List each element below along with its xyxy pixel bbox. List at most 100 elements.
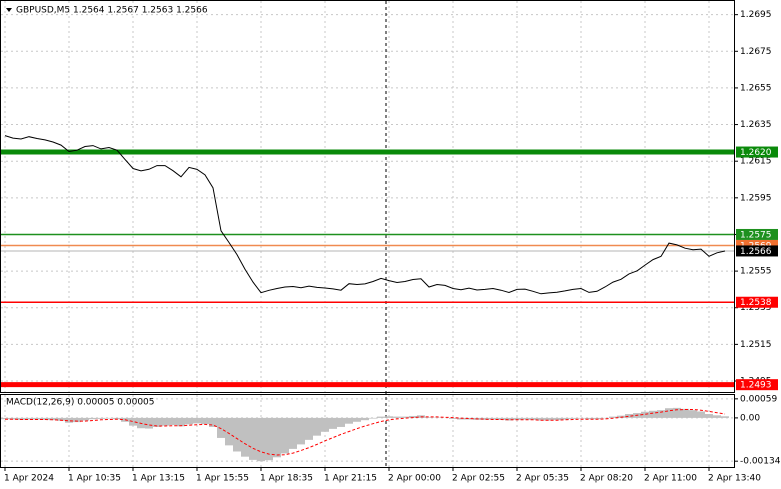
y-tick-label: 1.2595 — [740, 193, 772, 203]
macd-bar — [297, 417, 305, 445]
macd-bar — [553, 417, 561, 421]
level-label: 1.2620 — [740, 148, 772, 158]
macd-bar — [561, 417, 569, 420]
macd-bar — [289, 417, 297, 449]
macd-bar — [481, 417, 489, 420]
macd-bar — [721, 416, 729, 418]
level-label: 1.2575 — [740, 230, 772, 240]
macd-bar — [625, 414, 633, 418]
macd-bar — [241, 417, 249, 457]
macd-bar — [329, 417, 337, 429]
chart-title: GBPUSD,M5 1.2564 1.2567 1.2563 1.2566 — [16, 6, 208, 16]
macd-bar — [369, 417, 377, 419]
signal-line — [5, 409, 726, 456]
macd-bar — [281, 417, 289, 454]
macd-bar — [545, 417, 553, 421]
macd-bar — [313, 417, 321, 436]
macd-bar — [257, 417, 265, 462]
macd-bar — [537, 417, 545, 421]
macd-bar — [233, 417, 241, 452]
macd-bar — [1, 417, 9, 420]
x-tick-label: 1 Apr 21:15 — [324, 474, 377, 484]
macd-bar — [705, 414, 713, 418]
macd-bar — [585, 417, 593, 420]
macd-bar — [33, 417, 41, 420]
macd-bar — [321, 417, 329, 432]
macd-bar — [249, 417, 257, 460]
macd-bar — [697, 411, 705, 418]
macd-bar — [345, 417, 353, 424]
macd-bar — [73, 417, 81, 423]
macd-frame — [0, 394, 735, 468]
macd-bar — [161, 417, 169, 426]
macd-bar — [273, 417, 281, 458]
macd-bar — [153, 417, 161, 427]
macd-bar — [657, 410, 665, 418]
macd-bar — [217, 417, 225, 438]
macd-bar — [169, 417, 177, 426]
menu-arrow[interactable] — [6, 8, 12, 12]
macd-bar — [97, 417, 105, 419]
y-tick-label: 0.00059 — [740, 394, 777, 404]
y-tick-label: 1.2555 — [740, 267, 772, 277]
macd-bar — [305, 417, 313, 440]
macd-bar — [465, 417, 473, 420]
macd-bar — [105, 417, 113, 419]
macd-bar — [65, 417, 73, 423]
macd-bar — [193, 417, 201, 424]
macd-bar — [177, 417, 185, 427]
macd-bar — [201, 417, 209, 425]
macd-bar — [17, 417, 25, 420]
x-tick-label: 1 Apr 10:35 — [68, 474, 121, 484]
y-tick-label: 1.2515 — [740, 340, 772, 350]
level-label-box — [736, 296, 778, 308]
macd-bar — [649, 410, 657, 418]
level-label-box — [736, 379, 778, 391]
macd-bar — [185, 417, 193, 425]
macd-bar — [593, 417, 601, 420]
macd-title: MACD(12,26,9) 0.00005 0.00005 — [6, 398, 155, 408]
macd-bar — [425, 417, 433, 418]
macd-bar — [489, 417, 497, 420]
macd-bar — [57, 417, 65, 421]
macd-bar — [521, 417, 529, 420]
macd-bar — [641, 411, 649, 418]
macd-bar — [145, 417, 153, 429]
macd-bar — [689, 410, 697, 418]
macd-bar — [569, 417, 577, 419]
macd-bar — [409, 415, 417, 418]
macd-bar — [377, 416, 385, 418]
macd-bar — [497, 417, 505, 420]
macd-bar — [265, 417, 273, 461]
level-label: 1.2493 — [740, 381, 772, 391]
macd-bar — [617, 415, 625, 418]
macd-bar — [665, 408, 673, 418]
level-label-box — [736, 245, 778, 257]
macd-bar — [25, 417, 33, 420]
y-tick-label: 1.2535 — [740, 303, 772, 313]
x-tick-label: 2 Apr 11:00 — [644, 474, 697, 484]
x-tick-label: 2 Apr 02:55 — [452, 474, 505, 484]
macd-bar — [361, 417, 369, 421]
macd-bar — [49, 417, 57, 421]
macd-bar — [673, 407, 681, 418]
level-label: 1.2538 — [740, 298, 772, 308]
macd-bar — [225, 417, 233, 446]
x-tick-label: 1 Apr 15:55 — [196, 474, 249, 484]
y-tick-label: 1.2635 — [740, 120, 772, 130]
x-tick-label: 2 Apr 05:35 — [516, 474, 569, 484]
macd-bar — [713, 415, 721, 418]
macd-bar — [385, 416, 393, 418]
level-label-box — [736, 228, 778, 240]
y-tick-label: 1.2695 — [740, 10, 772, 20]
x-tick-label: 1 Apr 18:35 — [260, 474, 313, 484]
y-tick-label: -0.00134 — [740, 457, 781, 467]
y-tick-label: 0.00 — [740, 413, 760, 423]
level-label-box — [736, 146, 778, 158]
macd-bar — [401, 416, 409, 418]
macd-bar — [449, 417, 457, 419]
macd-bar — [41, 417, 49, 420]
macd-bar — [209, 417, 217, 427]
